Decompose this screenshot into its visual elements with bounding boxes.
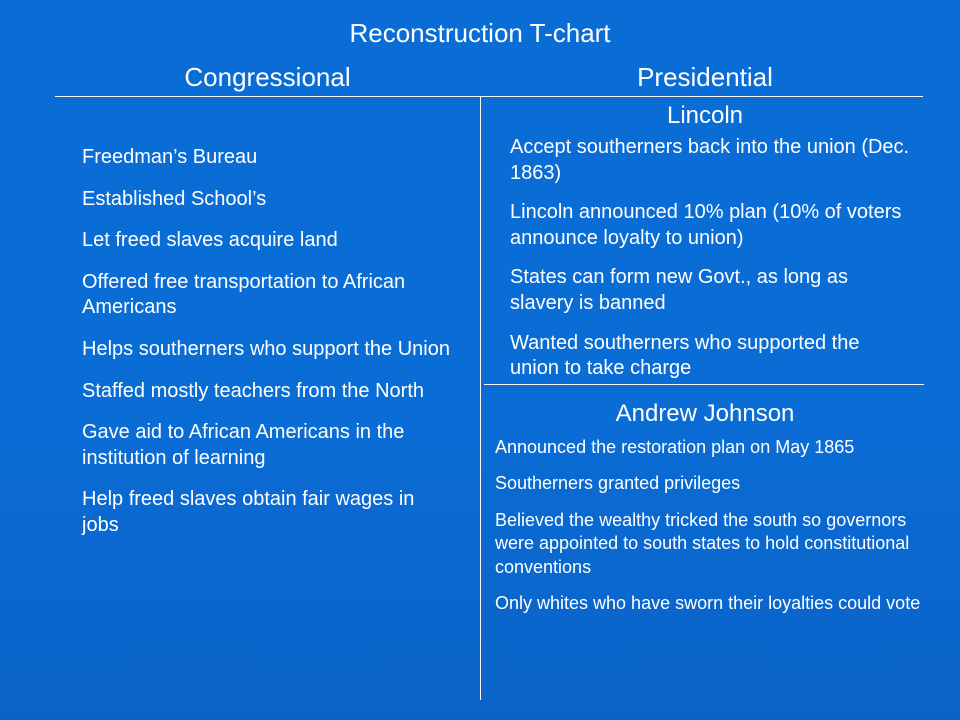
- list-item: Offered free transportation to African A…: [82, 270, 452, 321]
- list-item: Established School’s: [82, 187, 452, 213]
- list-item: Accept southerners back into the union (…: [510, 135, 910, 186]
- list-item: Help freed slaves obtain fair wages in j…: [82, 487, 452, 538]
- list-item: Wanted southerners who supported the uni…: [510, 331, 910, 382]
- list-item: Freedman’s Bureau: [82, 145, 452, 171]
- list-item: Gave aid to African Americans in the ins…: [82, 420, 452, 471]
- column-header-presidential: Presidential: [485, 62, 925, 93]
- list-item: Staffed mostly teachers from the North: [82, 379, 452, 405]
- list-johnson: Announced the restoration plan on May 18…: [495, 436, 940, 628]
- slide-title: Reconstruction T-chart: [0, 18, 960, 49]
- list-item: States can form new Govt., as long as sl…: [510, 265, 910, 316]
- divider-horizontal-top: [55, 96, 923, 97]
- list-lincoln: Accept southerners back into the union (…: [510, 135, 910, 396]
- slide: Reconstruction T-chart Congressional Pre…: [0, 0, 960, 720]
- list-item: Lincoln announced 10% plan (10% of voter…: [510, 200, 910, 251]
- list-item: Announced the restoration plan on May 18…: [495, 436, 940, 459]
- column-header-congressional: Congressional: [55, 62, 480, 93]
- list-item: Only whites who have sworn their loyalti…: [495, 592, 940, 615]
- divider-horizontal-mid: [484, 384, 924, 385]
- list-item: Let freed slaves acquire land: [82, 228, 452, 254]
- list-item: Believed the wealthy tricked the south s…: [495, 509, 940, 579]
- subheader-lincoln: Lincoln: [485, 102, 925, 130]
- list-item: Southerners granted privileges: [495, 472, 940, 495]
- list-congressional: Freedman’s Bureau Established School’s L…: [82, 145, 452, 555]
- list-item: Helps southerners who support the Union: [82, 337, 452, 363]
- divider-vertical: [480, 96, 481, 700]
- subheader-johnson: Andrew Johnson: [485, 400, 925, 428]
